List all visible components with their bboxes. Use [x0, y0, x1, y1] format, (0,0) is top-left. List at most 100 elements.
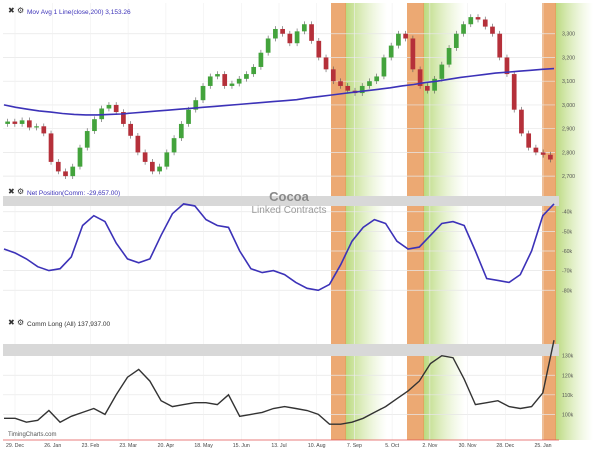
candle-body — [468, 17, 474, 25]
price-candles — [5, 14, 553, 179]
y-tick-label: 3,300 — [562, 32, 575, 38]
net-position-line — [3, 203, 555, 292]
y-tick-label: 2,800 — [562, 150, 575, 156]
settings-icon[interactable]: ⚙ — [17, 6, 24, 15]
price-axis-ticks: 3,300 3,200 3,100 3,000 2,900 2,800 2,700 — [562, 32, 575, 180]
candle-body — [106, 104, 112, 109]
x-tick-label: 26. Jan — [44, 443, 61, 449]
candle-body — [338, 81, 343, 86]
candle-body — [330, 69, 336, 82]
legend-price: ✖ ⚙ Mov Avg 1 Line(close,200) 3,153.26 — [8, 6, 131, 16]
candle-body — [215, 74, 220, 77]
source-label: TimingCharts.com — [8, 432, 56, 438]
highlight-bands — [331, 3, 593, 440]
candle-body — [128, 123, 133, 136]
candle-body — [425, 85, 430, 91]
x-tick-label: 28. Dec — [496, 443, 514, 449]
y-tick-label: 120k — [562, 373, 574, 379]
candle-body — [258, 52, 264, 67]
candle-body — [222, 74, 228, 86]
candle-body — [178, 123, 184, 139]
y-tick-label: 3,200 — [562, 55, 575, 61]
x-tick-label: 20. Apr — [158, 443, 175, 449]
comm-long-line — [4, 340, 555, 425]
candle-body — [316, 40, 322, 58]
x-tick-label: 15. Jun — [233, 443, 250, 449]
close-icon[interactable]: ✖ — [8, 187, 15, 196]
x-tick-label: 7. Sep — [347, 443, 362, 449]
candle-body — [497, 33, 503, 58]
candle-body — [5, 121, 10, 124]
candle-body — [294, 31, 300, 44]
x-tick-label: 18. May — [194, 443, 213, 449]
candle-body — [171, 138, 177, 153]
y-tick-label: 110k — [562, 393, 573, 399]
candle-body — [92, 119, 97, 132]
grid — [3, 3, 555, 440]
candle-body — [301, 24, 307, 32]
moving-average-line — [3, 67, 555, 116]
candle-body — [526, 133, 532, 148]
candle-body — [200, 85, 206, 101]
candle-body — [519, 109, 524, 134]
candle-body — [309, 24, 314, 41]
y-tick-label: 3,000 — [562, 103, 575, 109]
date-axis-ticks: 29. Dec 26. Jan 23. Feb 23. Mar 20. Apr 18. M… — [6, 443, 552, 449]
x-tick-label: 10. Aug — [308, 443, 326, 449]
candle-body — [265, 38, 271, 53]
candle-body — [48, 133, 54, 162]
candle-body — [207, 76, 213, 86]
legend-comm-label: Comm Long (All) 137,937.00 — [27, 321, 110, 328]
x-tick-label: 13. Jul — [271, 443, 286, 449]
legend-net: ✖ ⚙ Net Position(Comm: -29,657.00) — [8, 187, 120, 197]
candle-body — [475, 17, 481, 20]
candle-body — [121, 112, 126, 124]
candle-body — [453, 33, 459, 48]
candle-body — [26, 120, 32, 128]
candle-body — [142, 152, 148, 162]
candle-body — [548, 154, 553, 160]
candle-body — [432, 78, 437, 91]
orange-band-1 — [331, 3, 346, 440]
candle-body — [540, 152, 546, 155]
chart-title: Cocoa — [269, 189, 310, 204]
candle-body — [511, 74, 517, 110]
candle-body — [367, 81, 372, 86]
close-icon[interactable]: ✖ — [8, 6, 15, 15]
candle-body — [164, 152, 170, 167]
candle-body — [359, 85, 365, 94]
candle-body — [504, 57, 510, 75]
y-tick-label: 3,100 — [562, 79, 575, 85]
green-band-3 — [555, 3, 593, 440]
x-tick-label: 5. Oct — [385, 443, 399, 449]
candle-body — [273, 28, 278, 39]
orange-band-3 — [542, 3, 556, 440]
legend-net-label: Net Position(Comm: -29,657.00) — [27, 190, 120, 197]
candle-body — [374, 76, 380, 82]
x-tick-label: 2. Nov — [422, 443, 437, 449]
settings-icon[interactable]: ⚙ — [17, 187, 24, 196]
candle-body — [446, 47, 452, 65]
candle-body — [229, 83, 235, 86]
close-icon[interactable]: ✖ — [8, 318, 15, 327]
candle-body — [439, 64, 445, 79]
candle-body — [77, 147, 83, 167]
candle-body — [135, 135, 141, 153]
y-tick-label: 2,700 — [562, 174, 575, 180]
candle-body — [55, 161, 61, 172]
candle-body — [280, 28, 285, 34]
candle-body — [99, 108, 105, 120]
candle-body — [490, 26, 495, 34]
candle-body — [345, 85, 351, 91]
x-tick-label: 30. Nov — [459, 443, 477, 449]
candle-body — [236, 78, 242, 84]
settings-icon[interactable]: ⚙ — [17, 318, 24, 327]
x-tick-label: 23. Feb — [82, 443, 100, 449]
candle-body — [410, 38, 416, 70]
candle-body — [186, 109, 191, 124]
y-tick-label: 2,900 — [562, 127, 575, 133]
y-tick-label: 100k — [562, 412, 574, 418]
candle-body — [533, 147, 539, 153]
candle-body — [113, 104, 119, 113]
y-tick-label: -70k — [562, 269, 572, 275]
